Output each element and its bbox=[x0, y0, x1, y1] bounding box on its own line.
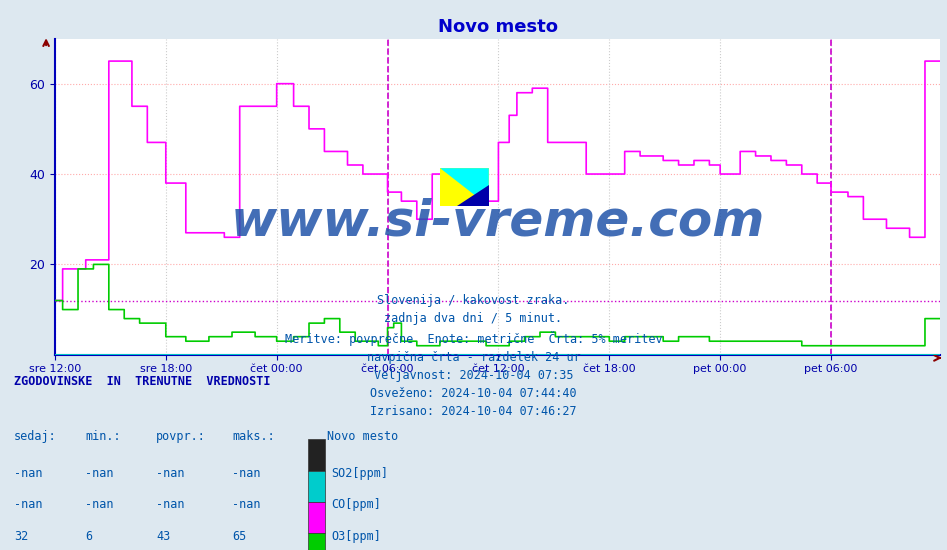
Bar bbox=[308, 439, 325, 471]
Text: 43: 43 bbox=[156, 530, 170, 543]
Text: -nan: -nan bbox=[156, 498, 185, 512]
Bar bbox=[308, 534, 325, 550]
Text: Slovenija / kakovost zraka.
zadnja dva dni / 5 minut.
Meritve: povprečne  Enote:: Slovenija / kakovost zraka. zadnja dva d… bbox=[285, 294, 662, 418]
Text: 6: 6 bbox=[85, 530, 93, 543]
Text: -nan: -nan bbox=[232, 467, 260, 480]
Polygon shape bbox=[457, 185, 489, 206]
Text: -nan: -nan bbox=[85, 498, 114, 512]
Text: povpr.:: povpr.: bbox=[156, 430, 206, 443]
Text: www.si-vreme.com: www.si-vreme.com bbox=[230, 198, 765, 246]
Text: -nan: -nan bbox=[156, 467, 185, 480]
Text: 32: 32 bbox=[14, 530, 28, 543]
Text: CO[ppm]: CO[ppm] bbox=[331, 498, 382, 512]
Text: min.:: min.: bbox=[85, 430, 121, 443]
Text: -nan: -nan bbox=[232, 498, 260, 512]
Text: SO2[ppm]: SO2[ppm] bbox=[331, 467, 388, 480]
Polygon shape bbox=[440, 168, 489, 206]
Text: -nan: -nan bbox=[85, 467, 114, 480]
FancyBboxPatch shape bbox=[440, 168, 489, 206]
Text: 65: 65 bbox=[232, 530, 246, 543]
Bar bbox=[308, 471, 325, 502]
Text: maks.:: maks.: bbox=[232, 430, 275, 443]
Text: sedaj:: sedaj: bbox=[14, 430, 57, 443]
Text: Novo mesto: Novo mesto bbox=[327, 430, 398, 443]
Title: Novo mesto: Novo mesto bbox=[438, 18, 558, 36]
Text: -nan: -nan bbox=[14, 467, 43, 480]
Bar bbox=[308, 502, 325, 534]
Text: O3[ppm]: O3[ppm] bbox=[331, 530, 382, 543]
Text: ZGODOVINSKE  IN  TRENUTNE  VREDNOSTI: ZGODOVINSKE IN TRENUTNE VREDNOSTI bbox=[14, 375, 271, 388]
Text: -nan: -nan bbox=[14, 498, 43, 512]
